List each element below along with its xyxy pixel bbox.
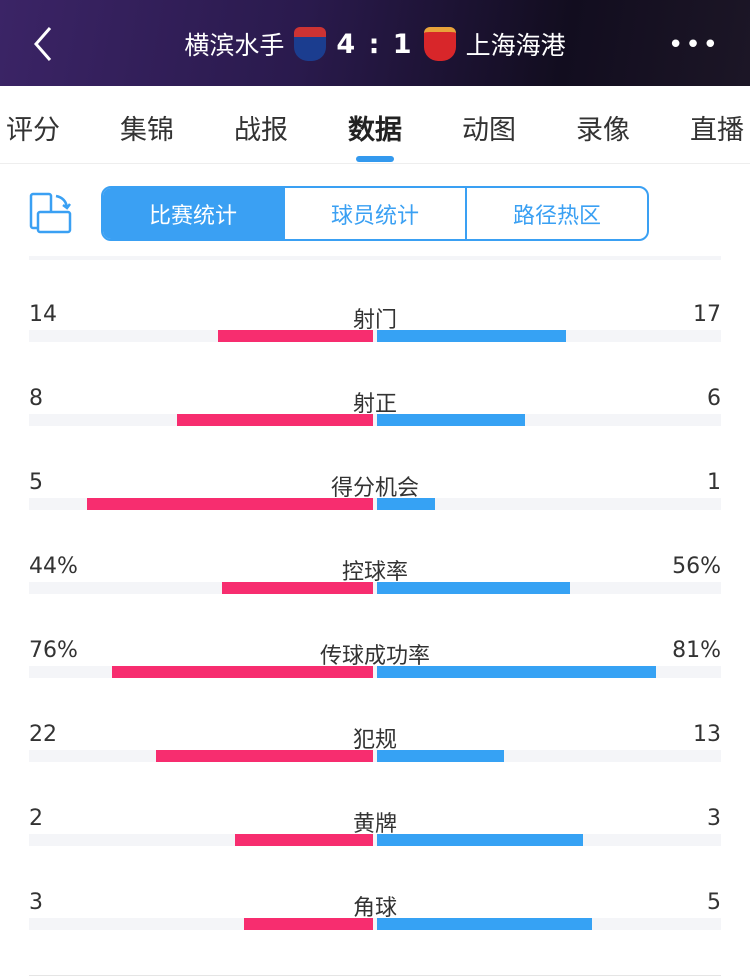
away-bar [377,582,570,594]
stat-label: 犯规 [352,728,397,753]
stat-label: 射门 [352,308,397,333]
tab-bar: 评分 集锦 战报 数据 动图 录像 直播 [0,86,750,164]
divider [29,256,721,260]
away-value: 6 [707,386,721,411]
stat-track [29,330,721,342]
away-team-name: 上海海港 [465,31,566,60]
back-arrow-icon[interactable] [26,24,66,64]
tab-live[interactable]: 直播 [690,115,744,146]
away-bar [377,918,592,930]
away-value: 1 [707,470,721,495]
stat-row: 8 射正 6 [0,386,750,470]
home-bar [218,330,373,342]
stat-label: 得分机会 [330,476,419,501]
home-value: 76% [29,638,78,663]
stat-track [29,414,721,426]
home-bar [156,750,373,762]
stat-track [29,750,721,762]
rotate-screen-icon[interactable] [28,192,72,236]
tab-replay[interactable]: 录像 [576,115,630,146]
stat-label: 射正 [352,392,397,417]
match-summary: 横滨水手 4 : 1 上海海港 [0,26,750,62]
match-header: 横滨水手 4 : 1 上海海港 ••• [0,0,750,86]
away-value: 81% [672,638,721,663]
home-bar [235,834,373,846]
stat-row: 5 得分机会 1 [0,470,750,554]
away-value: 13 [693,722,721,747]
away-value: 17 [693,302,721,327]
away-team-badge-icon [423,27,456,61]
stat-label: 角球 [352,896,397,921]
tab-rating[interactable]: 评分 [6,115,60,146]
home-value: 44% [29,554,78,579]
active-tab-indicator [356,156,394,162]
stat-track [29,834,721,846]
score: 4 : 1 [336,28,414,60]
away-bar [377,414,525,426]
stat-row: 76% 传球成功率 81% [0,638,750,722]
away-bar [377,330,567,342]
away-value: 5 [707,890,721,915]
away-value: 56% [672,554,721,579]
home-bar [221,582,373,594]
away-bar [377,750,505,762]
segment-player-stats[interactable]: 球员统计 [283,188,465,239]
home-bar [87,498,373,510]
stat-row: 2 黄牌 3 [0,806,750,890]
tab-gifs[interactable]: 动图 [462,115,516,146]
home-bar [244,918,373,930]
home-team-name: 横滨水手 [184,31,285,60]
away-value: 3 [707,806,721,831]
stat-row: 44% 控球率 56% [0,554,750,638]
stat-row: 22 犯规 13 [0,722,750,806]
stat-row: 14 射门 17 [0,302,750,386]
home-bar [176,414,373,426]
away-bar [377,498,436,510]
home-team-badge-icon [294,27,327,61]
tab-highlights[interactable]: 集锦 [120,115,174,146]
stat-label: 控球率 [341,560,408,585]
home-value: 5 [29,470,43,495]
stat-row: 3 角球 5 [0,890,750,974]
more-icon[interactable]: ••• [667,30,720,60]
stat-track [29,918,721,930]
tab-data[interactable]: 数据 [348,115,402,146]
home-value: 2 [29,806,43,831]
tab-report[interactable]: 战报 [234,115,288,146]
stat-label: 黄牌 [352,812,397,837]
divider [29,975,721,976]
home-value: 14 [29,302,57,327]
home-value: 22 [29,722,57,747]
segment-match-stats[interactable]: 比赛统计 [103,188,283,239]
home-bar [111,666,373,678]
stats-segment-control: 比赛统计 球员统计 路径热区 [101,186,649,241]
stat-track [29,582,721,594]
away-bar [377,666,656,678]
home-value: 3 [29,890,43,915]
home-value: 8 [29,386,43,411]
away-bar [377,834,584,846]
segment-heatmap[interactable]: 路径热区 [465,188,647,239]
stat-label: 传球成功率 [319,644,430,669]
